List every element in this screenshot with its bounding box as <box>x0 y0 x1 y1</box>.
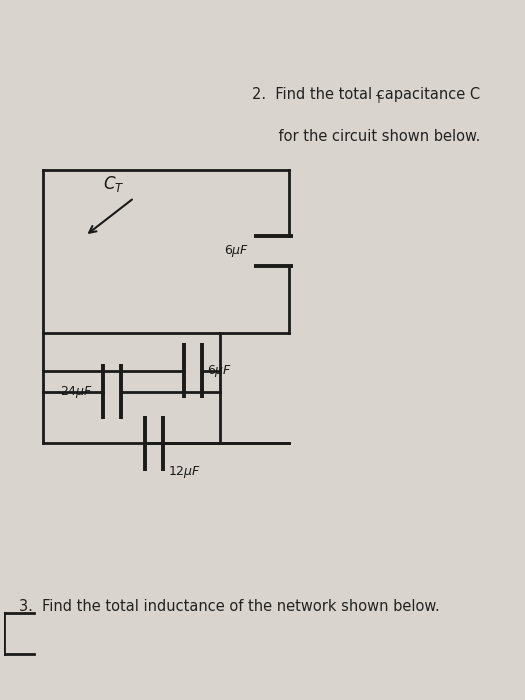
Text: T: T <box>374 95 381 106</box>
Text: $24\mu F$: $24\mu F$ <box>60 384 93 400</box>
Text: $12\mu F$: $12\mu F$ <box>167 464 201 480</box>
Text: 3.  Find the total inductance of the network shown below.: 3. Find the total inductance of the netw… <box>19 599 439 614</box>
Text: for the circuit shown below.: for the circuit shown below. <box>260 129 480 144</box>
Text: $6\mu F$: $6\mu F$ <box>207 363 232 379</box>
Text: 2.  Find the total capacitance C: 2. Find the total capacitance C <box>252 88 480 102</box>
Text: $6\mu F$: $6\mu F$ <box>224 243 249 259</box>
Text: $C_T$: $C_T$ <box>103 174 124 195</box>
